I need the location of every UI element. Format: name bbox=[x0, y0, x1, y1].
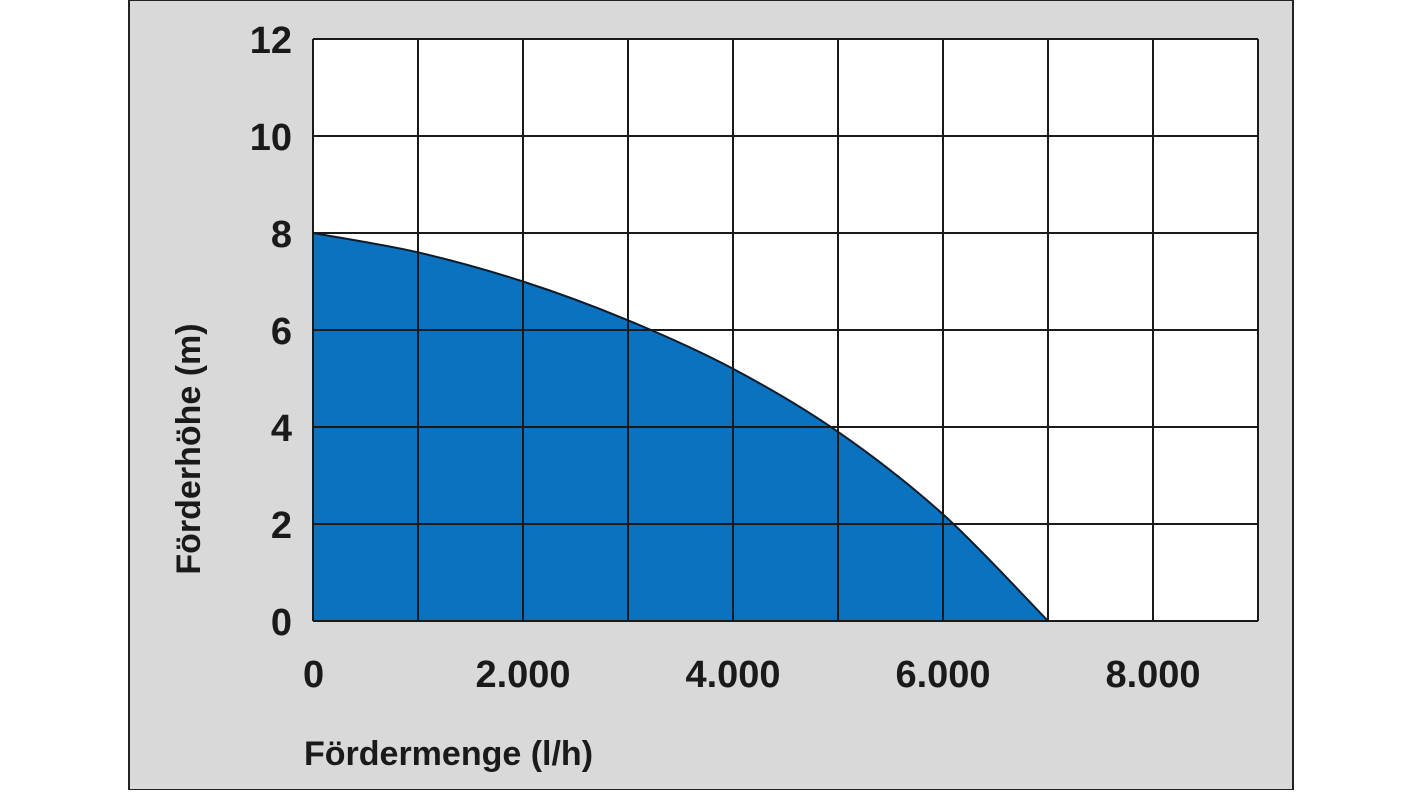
y-tick-label: 6 bbox=[271, 311, 292, 353]
y-tick-label: 12 bbox=[250, 20, 292, 62]
y-axis-title: Förderhöhe (m) bbox=[170, 323, 208, 574]
pump-curve-chart: 0 2 4 6 8 10 12 0 2.000 4.000 6.000 8.000 Fördermen… bbox=[170, 20, 1259, 773]
x-tick-label: 8.000 bbox=[1105, 654, 1200, 696]
x-axis-title: Fördermenge (l/h) bbox=[304, 735, 593, 773]
x-tick-label: 6.000 bbox=[895, 654, 990, 696]
y-tick-label: 0 bbox=[271, 602, 292, 644]
y-tick-label: 4 bbox=[271, 408, 292, 450]
x-tick-label: 2.000 bbox=[475, 654, 570, 696]
x-tick-label: 0 bbox=[303, 654, 324, 696]
y-tick-label: 10 bbox=[250, 117, 292, 159]
x-tick-label: 4.000 bbox=[685, 654, 780, 696]
y-tick-label: 2 bbox=[271, 505, 292, 547]
y-tick-label: 8 bbox=[271, 214, 292, 256]
chart-frame: 0 2 4 6 8 10 12 0 2.000 4.000 6.000 8.000 Fördermen… bbox=[128, 0, 1294, 790]
